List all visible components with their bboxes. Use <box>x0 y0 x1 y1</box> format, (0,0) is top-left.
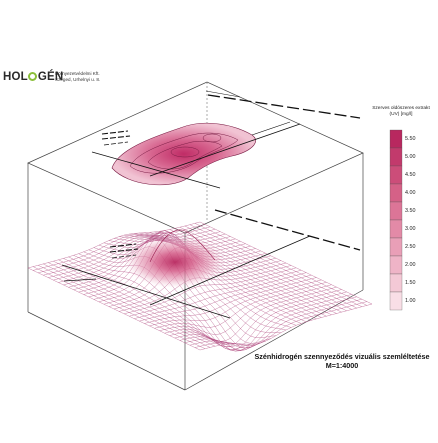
bottom-right-edge <box>184 289 364 391</box>
mesh-line <box>184 225 357 309</box>
company-logo: HOL GÉN <box>3 71 63 83</box>
mesh-line <box>194 301 367 348</box>
mesh-line <box>174 291 347 351</box>
plan-survey-lines <box>91 90 361 189</box>
legend-swatch <box>389 291 403 311</box>
mesh-line <box>199 221 373 305</box>
legend-color-scale <box>389 129 403 311</box>
mesh-line <box>194 223 367 306</box>
bottom-left-edge <box>27 311 186 391</box>
legend-swatch <box>389 219 403 239</box>
mesh-line <box>164 286 337 342</box>
mesh-line <box>134 272 307 319</box>
plan-contour-mid <box>129 132 239 174</box>
mesh-line <box>144 277 317 324</box>
surface-peak-ridge <box>149 229 216 263</box>
caption-scale: M=1:4000 <box>325 361 359 370</box>
surface-survey-lines <box>61 209 361 319</box>
legend-swatch <box>389 183 403 203</box>
plan-contour-core <box>170 146 200 158</box>
plan-contour-map <box>111 122 256 186</box>
legend-tick-label: 4.00 <box>405 190 416 196</box>
mesh-line <box>124 267 297 314</box>
surface-wireframe <box>27 221 373 352</box>
mesh-line <box>129 270 302 317</box>
mesh-line <box>179 227 352 310</box>
legend-tick-label: 2.00 <box>405 262 416 268</box>
plan-pipeline <box>91 151 221 189</box>
mesh-line <box>154 282 327 329</box>
plan-contour-inner <box>147 140 223 170</box>
logo-ring-icon <box>28 72 38 81</box>
mesh-line <box>189 224 362 307</box>
plan-contour-hotspot <box>202 133 222 143</box>
legend-tick-label: 3.50 <box>405 208 416 214</box>
legend-swatch <box>389 201 403 221</box>
company-address: Szeged, Urhelnyi u. 8. <box>55 76 101 82</box>
legend-swatch <box>389 165 403 185</box>
legend-title: Szerves oldószeres extrakt (UV) [mg/l] <box>372 106 430 117</box>
surface-peak-shading <box>125 236 225 288</box>
legend-swatch <box>389 129 403 149</box>
legend-tick-label: 1.50 <box>405 280 416 286</box>
legend-swatch <box>389 237 403 257</box>
plan-pipeline-2 <box>149 123 301 177</box>
logo-text-a: HOL <box>3 71 28 83</box>
mesh-line <box>184 296 357 351</box>
legend-tick-label: 3.00 <box>405 226 416 232</box>
legend-tick-label: 5.50 <box>405 136 416 142</box>
logo-text-b: GÉN <box>37 71 64 83</box>
legend-swatch <box>389 147 403 167</box>
mesh-line <box>179 294 352 352</box>
legend-swatch <box>389 273 403 293</box>
plan-contour-outer <box>111 122 256 186</box>
legend-swatch <box>389 255 403 275</box>
figure-caption: Szénhidrogén szennyeződés vizuális szeml… <box>250 352 434 370</box>
legend-tick-label: 2.50 <box>405 244 416 250</box>
legend-tick-label: 5.00 <box>405 154 416 160</box>
legend-tick-label: 1.00 <box>405 298 416 304</box>
mesh-line <box>149 279 322 327</box>
mesh-line <box>199 303 373 351</box>
caption-title: Szénhidrogén szennyeződés vizuális szeml… <box>254 352 430 361</box>
mesh-line <box>139 274 312 322</box>
mesh-line <box>169 289 342 347</box>
company-name: Környezetvédelmi Kft. <box>55 71 100 76</box>
plan-road-line <box>207 94 361 119</box>
legend-tick-label: 4.50 <box>405 172 416 178</box>
mesh-line <box>189 299 362 349</box>
mesh-line <box>159 284 332 335</box>
company-info: Környezetvédelmi Kft. Szeged, Urhelnyi u… <box>55 71 100 83</box>
